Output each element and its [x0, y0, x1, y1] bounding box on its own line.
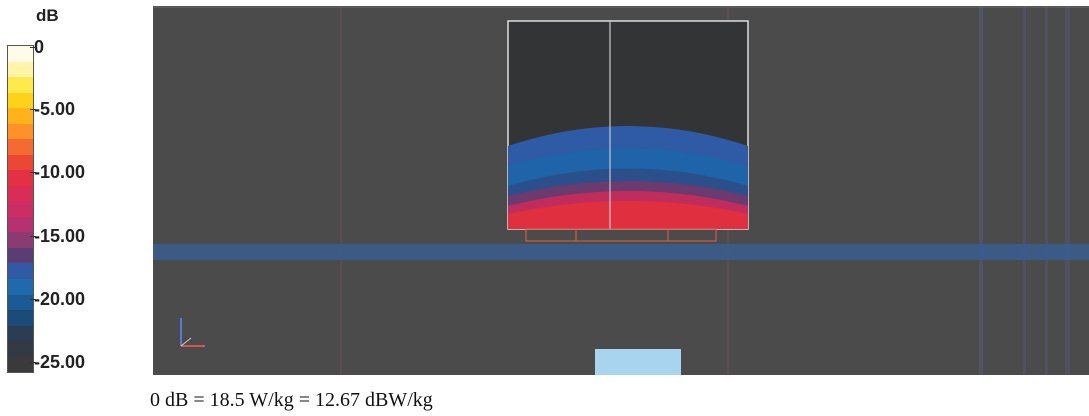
light-blue-block	[595, 349, 681, 375]
colorbar-segment	[8, 92, 33, 109]
colorbar-segment	[8, 154, 33, 171]
grid-stripe	[1065, 6, 1070, 375]
colorbar-segment	[8, 310, 33, 326]
legend-tick-0: 0	[29, 37, 45, 57]
colorbar-segment	[8, 108, 33, 124]
field-distribution-inset	[507, 20, 749, 230]
color-legend: dB 0 -5.00 -10.00 -15.00 -20.00 -25.00	[0, 0, 150, 380]
sar-field-plot	[153, 6, 1089, 375]
colorbar-segment	[8, 232, 33, 248]
horizontal-field-band	[153, 244, 1089, 260]
colorbar-segment	[8, 201, 33, 217]
colorbar-segment	[8, 263, 33, 279]
legend-tick-minus25: -25.00	[29, 352, 86, 372]
colorbar-segment	[8, 294, 33, 311]
sar-visualization-view	[153, 6, 1089, 375]
colorbar-segment	[8, 139, 33, 155]
colorbar-segment	[8, 341, 33, 357]
grid-stripe	[1045, 6, 1048, 375]
axes-triad-icon	[180, 318, 205, 347]
legend-tick-minus10: -10.00	[29, 162, 86, 182]
grid-stripe	[1023, 6, 1026, 375]
device-outline	[525, 228, 717, 242]
legend-unit-label: dB	[36, 6, 59, 25]
colorbar-segment	[8, 170, 33, 186]
legend-tick-minus15: -15.00	[29, 226, 86, 246]
colorbar-segment	[8, 61, 33, 78]
field-layer-red	[508, 201, 748, 229]
legend-tick-minus20: -20.00	[29, 289, 86, 309]
colorbar-segment	[8, 46, 33, 62]
legend-tick-minus5: -5.00	[29, 99, 76, 119]
colorbar-segment	[8, 325, 33, 342]
colorbar-segment	[8, 77, 33, 93]
colorbar-segment	[8, 123, 33, 140]
colorbar-segment	[8, 356, 33, 373]
colorbar-segment	[8, 185, 33, 202]
db-reference-note: 0 dB = 18.5 W/kg = 12.67 dBW/kg	[150, 389, 433, 411]
colorbar-segment	[8, 278, 33, 295]
colorbar-segment	[8, 216, 33, 233]
grid-stripe	[979, 6, 983, 375]
colorbar	[7, 45, 34, 373]
colorbar-segment	[8, 247, 33, 264]
